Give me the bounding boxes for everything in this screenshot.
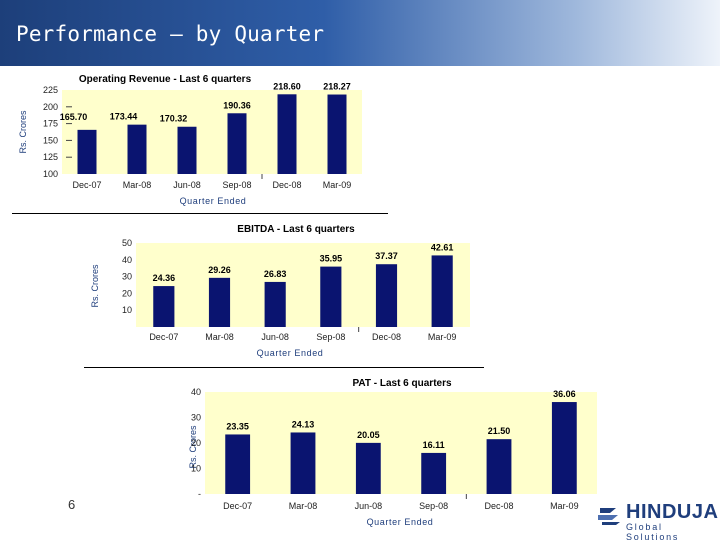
bar-mar-09 — [431, 255, 453, 327]
bar-dec-08 — [375, 264, 398, 327]
bar-jun-08 — [264, 281, 286, 327]
data-label: 29.26 — [208, 265, 231, 275]
divider-2 — [84, 367, 484, 368]
data-label: 23.35 — [226, 421, 249, 431]
data-label: 21.50 — [488, 426, 511, 436]
y-tick-label: 20 — [122, 288, 132, 298]
logo-mark-icon — [598, 508, 620, 525]
data-label: 37.37 — [375, 251, 398, 261]
x-tick-label: Dec-07 — [72, 180, 101, 190]
y-tick-label: 30 — [122, 272, 132, 282]
x-tick-label: Dec-08 — [484, 501, 513, 511]
x-axis-label: Quarter Ended — [180, 196, 247, 206]
x-tick-label: Mar-08 — [205, 332, 234, 342]
y-tick-label: 40 — [191, 387, 201, 397]
data-label: 190.36 — [223, 100, 251, 110]
x-tick-label: Mar-08 — [123, 180, 152, 190]
y-tick-label: 40 — [122, 255, 132, 265]
y-axis-label: Rs. Crores — [18, 110, 28, 154]
y-tick-label: 10 — [122, 305, 132, 315]
ebitda-chart: EBITDA - Last 6 quarters Rs. Crores Quarte… — [0, 218, 480, 363]
data-label: 20.05 — [357, 430, 380, 440]
x-tick-label: Mar-09 — [550, 501, 579, 511]
x-tick-label: Sep-08 — [222, 180, 251, 190]
bar-dec-08 — [277, 94, 297, 174]
page-title: Performance – by Quarter — [16, 22, 325, 46]
x-tick-label: Jun-08 — [261, 332, 289, 342]
bar-mar-08 — [127, 124, 147, 174]
data-label: 42.61 — [431, 242, 454, 252]
y-tick-label: 175 — [43, 119, 58, 129]
y-axis-label: Rs. Crores — [90, 264, 100, 308]
data-label: 218.60 — [273, 81, 301, 91]
chart-svg: EBITDA - Last 6 quarters Rs. Crores Quarte… — [90, 224, 470, 358]
chart-svg: Operating Revenue - Last 6 quarters Rs. C… — [18, 74, 362, 206]
y-tick-label: 30 — [191, 413, 201, 423]
x-tick-label: Dec-08 — [372, 332, 401, 342]
data-label: 24.13 — [292, 419, 315, 429]
data-label: 170.32 — [160, 114, 188, 124]
x-axis-label: Quarter Ended — [257, 348, 324, 358]
data-label: 165.70 — [60, 112, 88, 122]
bar-dec-07 — [153, 286, 175, 327]
x-axis-label: Quarter Ended — [367, 517, 434, 527]
x-tick-label: Sep-08 — [316, 332, 345, 342]
y-tick-label: 150 — [43, 135, 58, 145]
y-tick-label: 100 — [43, 169, 58, 179]
x-tick-label: Dec-08 — [272, 180, 301, 190]
bar-sep-08 — [320, 266, 342, 327]
x-tick-label: Jun-08 — [173, 180, 201, 190]
x-tick-label: Mar-09 — [428, 332, 457, 342]
bar-dec-07 — [77, 129, 97, 174]
y-tick-label: 125 — [43, 152, 58, 162]
data-label: 173.44 — [110, 112, 138, 122]
x-tick-label: Mar-08 — [289, 501, 318, 511]
bar-mar-08 — [208, 277, 231, 327]
data-label: 36.06 — [553, 389, 576, 399]
plot-area — [136, 243, 470, 327]
x-tick-label: Sep-08 — [419, 501, 448, 511]
chart-title: PAT - Last 6 quarters — [352, 378, 452, 389]
operating-revenue-chart: Operating Revenue - Last 6 quarters Rs. C… — [0, 70, 400, 213]
pat-chart: PAT - Last 6 quarters Rs. Crores Quarter E… — [0, 372, 600, 530]
x-tick-label: Dec-07 — [149, 332, 178, 342]
bar-mar-09 — [551, 402, 577, 494]
bar-sep-08 — [421, 452, 447, 494]
plot-area — [62, 90, 362, 174]
logo-brand: HINDUJA — [626, 501, 719, 523]
y-axis-label: Rs. Crores — [188, 425, 198, 469]
bar-sep-08 — [227, 113, 247, 174]
bar-dec-08 — [486, 439, 512, 494]
divider-1 — [12, 213, 388, 214]
y-tick-label: 20 — [191, 438, 201, 448]
y-tick-label: 225 — [43, 85, 58, 95]
bar-mar-08 — [290, 432, 316, 494]
data-label: 218.27 — [323, 82, 351, 92]
data-label: 35.95 — [320, 254, 343, 264]
data-label: 24.36 — [153, 273, 176, 283]
chart-title: EBITDA - Last 6 quarters — [237, 224, 355, 235]
y-tick-label: 50 — [122, 238, 132, 248]
chart-svg: PAT - Last 6 quarters Rs. Crores Quarter E… — [188, 378, 597, 527]
y-tick-label: 10 — [191, 464, 201, 474]
title-bar: Performance – by Quarter — [0, 0, 720, 66]
bar-dec-07 — [225, 434, 251, 494]
bar-jun-08 — [177, 126, 197, 174]
plot-area — [205, 392, 597, 494]
x-tick-label: Mar-09 — [323, 180, 352, 190]
bar-jun-08 — [355, 442, 381, 494]
page-number: 6 — [68, 497, 76, 512]
x-tick-label: Jun-08 — [355, 501, 383, 511]
x-tick-label: Dec-07 — [223, 501, 252, 511]
data-label: 16.11 — [423, 440, 445, 450]
logo-tagline: Global Solutions — [626, 522, 680, 542]
y-tick-label: 200 — [43, 102, 58, 112]
chart-title: Operating Revenue - Last 6 quarters — [79, 74, 252, 85]
hinduja-logo: HINDUJA Global Solutions — [598, 500, 719, 542]
data-label: 26.83 — [264, 269, 287, 279]
y-tick-label: - — [198, 489, 201, 499]
bar-mar-09 — [327, 94, 347, 174]
